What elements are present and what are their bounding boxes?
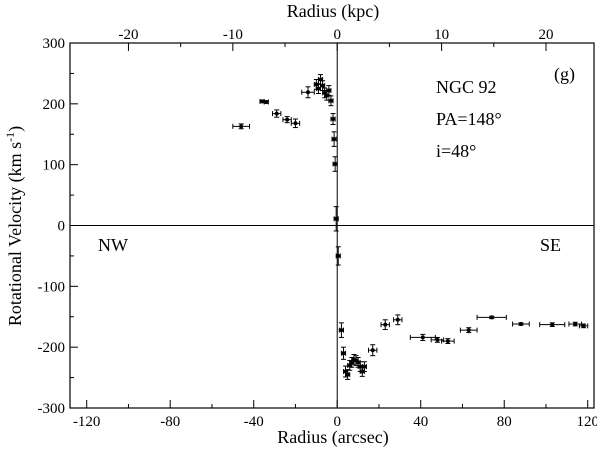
y-tick-label: -100 xyxy=(38,279,66,295)
data-point-35 xyxy=(409,333,436,341)
data-point-marker xyxy=(356,360,361,365)
data-point-43 xyxy=(578,323,589,329)
data-point-marker xyxy=(264,100,269,105)
data-point-marker xyxy=(435,337,440,342)
nw-side-label: NW xyxy=(98,235,128,255)
data-point-marker xyxy=(343,369,348,374)
data-point-marker xyxy=(518,322,523,327)
data-point-marker xyxy=(326,88,331,93)
y-tick-label: 100 xyxy=(43,158,66,174)
data-point-20 xyxy=(338,322,344,338)
data-point-marker xyxy=(333,162,338,167)
data-point-marker xyxy=(573,322,578,327)
data-point-marker xyxy=(285,117,290,122)
data-point-marker xyxy=(339,328,344,333)
y-axis-title: Rotational Velocity (km s-1) xyxy=(3,126,26,326)
top-tick-label: -10 xyxy=(223,27,243,43)
data-point-15 xyxy=(330,113,336,126)
data-point-17 xyxy=(332,156,338,172)
data-point-marker xyxy=(293,121,298,126)
y-tick-label: 300 xyxy=(43,36,66,52)
x-tick-label: -40 xyxy=(244,414,264,430)
data-point-marker xyxy=(445,339,450,344)
y-tick-label: -300 xyxy=(38,401,66,417)
data-point-marker xyxy=(489,315,494,320)
data-point-marker xyxy=(362,364,367,369)
data-point-marker xyxy=(305,90,310,95)
data-point-38 xyxy=(459,327,478,334)
data-point-marker xyxy=(239,124,244,129)
x-axis-title: Radius (arcsec) xyxy=(277,427,388,448)
data-point-marker xyxy=(331,117,336,122)
data-point-marker xyxy=(314,82,319,87)
data-point-4 xyxy=(282,116,292,124)
inclination-label: i=48° xyxy=(436,141,476,161)
data-point-marker xyxy=(347,363,352,368)
data-point-16 xyxy=(331,131,337,147)
data-point-marker xyxy=(260,99,265,104)
data-point-13 xyxy=(326,85,332,96)
data-point-3 xyxy=(272,109,282,118)
x-tick-label: -120 xyxy=(73,414,101,430)
y-axis-title-main: Rotational Velocity (km s xyxy=(5,142,26,326)
top-tick-label: 0 xyxy=(333,27,341,43)
data-point-31 xyxy=(361,361,367,372)
data-point-marker xyxy=(332,137,337,142)
data-point-41 xyxy=(539,322,566,328)
data-point-19 xyxy=(335,246,341,266)
data-point-2 xyxy=(263,99,269,105)
data-point-marker xyxy=(328,98,333,103)
top-tick-label: 10 xyxy=(434,27,449,43)
data-point-34 xyxy=(393,314,403,326)
se-side-label: SE xyxy=(540,235,561,255)
data-point-5 xyxy=(290,118,301,129)
data-point-marker xyxy=(320,83,325,88)
data-point-marker xyxy=(581,323,586,328)
data-point-33 xyxy=(380,319,390,331)
data-point-0 xyxy=(232,123,251,130)
x-tick-label: -80 xyxy=(160,414,180,430)
position-angle-label: PA=148° xyxy=(436,109,502,129)
galaxy-name-label: NGC 92 xyxy=(436,77,497,97)
panel-label: (g) xyxy=(554,64,575,85)
data-point-marker xyxy=(420,335,425,340)
top-axis-title: Radius (kpc) xyxy=(287,1,379,22)
data-point-37 xyxy=(441,338,455,345)
data-point-6 xyxy=(301,86,315,99)
data-point-marker xyxy=(550,322,555,327)
data-point-32 xyxy=(368,344,378,357)
y-tick-label: 0 xyxy=(58,219,66,235)
data-point-marker xyxy=(274,111,279,116)
data-point-marker xyxy=(334,216,339,221)
data-point-marker xyxy=(316,86,321,91)
data-point-40 xyxy=(512,321,530,327)
y-axis-title-close: ) xyxy=(5,126,26,132)
data-point-14 xyxy=(328,95,334,107)
x-tick-label: 0 xyxy=(333,414,341,430)
data-point-marker xyxy=(341,351,346,356)
x-tick-label: 80 xyxy=(497,414,512,430)
x-tick-label: 40 xyxy=(413,414,428,430)
data-point-21 xyxy=(340,346,347,360)
y-tick-label: 200 xyxy=(43,97,66,113)
data-point-marker xyxy=(370,348,375,353)
data-point-marker xyxy=(336,253,341,258)
data-point-39 xyxy=(476,314,507,320)
top-tick-label: -20 xyxy=(118,27,138,43)
data-point-marker xyxy=(466,328,471,333)
ticks-layer: -120 -80 -40 0 40 80 120-300-200-1000100200300… xyxy=(38,27,597,430)
data-point-18 xyxy=(333,206,339,232)
data-point-marker xyxy=(349,360,354,365)
data-point-marker xyxy=(345,372,350,377)
y-tick-label: -200 xyxy=(38,340,66,356)
data-layer xyxy=(232,74,589,380)
data-point-marker xyxy=(395,317,400,322)
axes-layer xyxy=(69,42,595,409)
y-axis-title-superscript: -1 xyxy=(3,132,17,142)
top-tick-label: 20 xyxy=(538,27,553,43)
x-tick-label: 120 xyxy=(576,414,597,430)
data-point-marker xyxy=(383,322,388,327)
